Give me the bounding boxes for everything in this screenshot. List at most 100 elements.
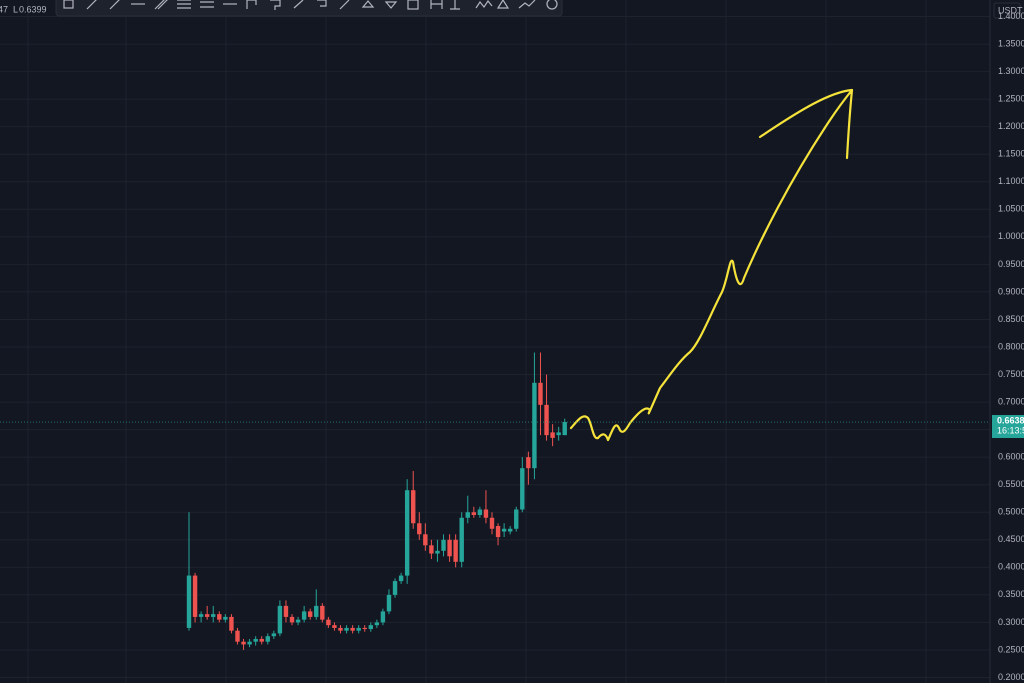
candle-body [368,625,373,630]
y-tick-label: 0.9500 [998,259,1024,269]
candle-body [374,622,380,626]
candle-body [526,457,531,469]
candle-body [489,517,495,529]
candle-body [411,490,416,524]
y-tick-label: 0.4500 [998,534,1024,544]
candle-body [350,627,355,631]
candle-body [259,638,264,642]
candle-body [514,509,519,529]
y-tick-label: 1.4000 [998,11,1024,21]
candle-body [301,611,307,620]
candle-body [204,614,210,617]
candle-body [435,550,440,554]
candle-body [465,512,470,518]
candle-body [483,509,489,518]
y-tick-label: 1.3500 [998,38,1024,48]
candle-body [398,575,404,582]
candle-body [453,539,458,562]
y-tick-label: 1.1500 [998,149,1024,159]
y-tick-label: 0.3000 [998,617,1024,627]
candle-body [247,641,252,645]
candle-body [186,575,192,628]
candle-body [507,528,513,532]
candle-body [211,614,216,617]
y-tick-label: 0.6000 [998,452,1024,462]
candle-body [404,490,410,576]
candle-body [217,614,222,620]
y-tick-label: 1.0500 [998,204,1024,214]
y-tick-label: 0.5500 [998,479,1024,489]
currency: USDT [998,5,1023,15]
y-tick-label: 0.3500 [998,589,1024,599]
toolbar: 47 L 0.6399 [0,0,563,17]
candle-body [265,636,270,642]
y-tick-label: 0.2000 [998,672,1024,682]
candle-body [320,605,325,620]
candle-body [441,539,446,551]
last-price-label: 0.6638 [997,415,1024,425]
candle-body [338,627,343,631]
candle-body [562,422,567,436]
y-tick-label: 0.7500 [998,369,1024,379]
candle-body [471,512,477,516]
candle-body [550,432,555,438]
last-price-box [992,415,1024,439]
candle-body [229,616,234,631]
candle-body [417,523,422,535]
y-tick-label: 0.8500 [998,314,1024,324]
y-tick-label: 1.2500 [998,94,1024,104]
candle-body [253,638,258,642]
candle-body [538,382,543,405]
y-tick-label: 1.0000 [998,231,1024,241]
header-low-label: L [13,4,18,14]
candle-body [447,539,452,557]
y-tick-label: 0.9000 [998,286,1024,296]
candle-body [332,625,337,628]
candle-body [362,627,367,630]
candle-body [283,605,289,617]
candle-body [198,614,204,617]
candle-body [241,641,246,645]
candle-body [308,611,313,617]
candle-body [392,581,398,595]
y-tick-label: 0.5000 [998,507,1024,517]
candle-body [544,404,549,436]
candle-body [192,575,198,617]
y-tick-label: 0.8000 [998,341,1024,351]
candle-body [380,611,386,623]
candle-body [423,534,428,546]
candle-body [277,605,283,634]
candle-body [223,616,228,620]
candle-body [459,517,464,562]
candle-body [271,633,277,637]
candle-body [289,616,295,623]
y-tick-label: 0.7000 [998,396,1024,406]
candle-body [235,630,240,642]
candle-body [495,526,501,538]
y-tick-label: 1.2000 [998,121,1024,131]
candle-body [429,545,434,554]
candle-body [556,432,561,436]
y-tick-label: 0.2500 [998,644,1024,654]
candle-body [477,509,483,516]
candle-body [356,627,361,631]
y-tick-label: 1.3000 [998,66,1024,76]
candle-body [314,605,319,617]
currency-box[interactable] [993,2,1021,19]
toolbar-bg[interactable] [55,0,563,17]
grid [0,16,990,678]
candle-body [501,528,507,532]
candle-body [520,468,525,510]
y-tick-label: 1.1000 [998,176,1024,186]
candle-body [386,594,392,612]
y-tick-label: 0.4000 [998,562,1024,572]
header-low: 0.6399 [19,4,47,14]
header-partial: 47 [0,4,8,14]
vertical-grid [27,0,927,683]
candle-body [295,619,301,623]
candle-body [326,619,331,626]
candle-body [344,627,349,631]
countdown: 16:13:56 [997,425,1024,435]
